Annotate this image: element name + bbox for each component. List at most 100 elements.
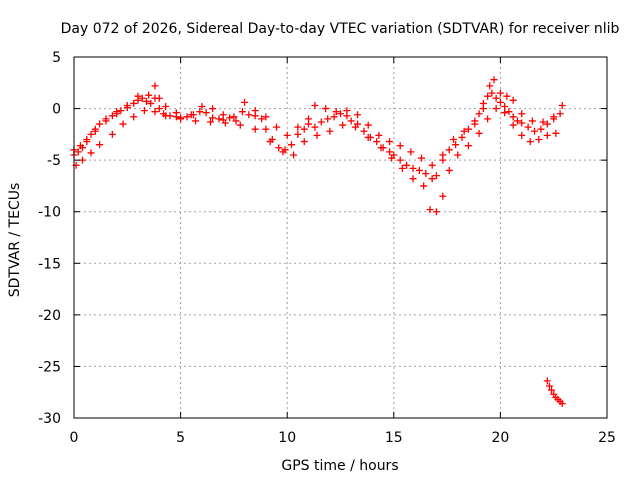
data-point (294, 130, 302, 138)
data-point (226, 114, 234, 122)
data-point (543, 131, 551, 139)
data-point (251, 125, 259, 133)
data-point (326, 127, 334, 135)
data-point (464, 125, 472, 133)
data-point (479, 105, 487, 113)
chart-title: Day 072 of 2026, Sidereal Day-to-day VTE… (61, 21, 620, 37)
data-point (113, 108, 121, 116)
data-point (492, 105, 500, 113)
data-point (287, 141, 295, 149)
data-point (209, 105, 217, 113)
data-point (415, 166, 423, 174)
data-point (162, 103, 170, 111)
data-point (490, 76, 498, 84)
data-point (337, 110, 344, 118)
data-point (360, 127, 368, 135)
data-point (206, 118, 214, 126)
data-point (74, 148, 82, 156)
data-point (351, 123, 359, 131)
data-point (526, 138, 534, 146)
data-point (155, 105, 163, 113)
data-point (130, 113, 138, 121)
data-point (452, 141, 460, 149)
data-point (245, 111, 253, 119)
data-point (123, 101, 131, 109)
x-tick-label: 10 (278, 430, 296, 446)
data-point (273, 123, 281, 131)
data-point (151, 82, 159, 90)
data-point (151, 108, 159, 116)
data-point (354, 111, 362, 119)
y-tick-label: -15 (38, 256, 61, 272)
data-point (162, 112, 170, 120)
data-point (177, 115, 185, 123)
data-point (418, 154, 426, 162)
data-point (475, 110, 483, 118)
data-point (396, 142, 404, 150)
data-point (364, 133, 372, 141)
data-point (475, 129, 483, 137)
data-point (509, 113, 517, 121)
data-point (531, 127, 539, 135)
data-point (317, 118, 325, 126)
data-point (311, 123, 319, 131)
data-points (70, 76, 566, 408)
data-point (187, 111, 195, 119)
data-point (558, 400, 566, 408)
data-point (543, 120, 551, 128)
data-point (545, 382, 553, 390)
data-point (221, 119, 229, 127)
data-point (142, 97, 150, 105)
y-tick-label: -10 (38, 205, 61, 221)
data-point (426, 206, 434, 214)
data-point (294, 123, 302, 131)
data-point (386, 138, 394, 146)
data-point (83, 136, 91, 144)
data-point (496, 98, 504, 106)
data-point (96, 141, 104, 149)
data-point (503, 92, 511, 100)
data-point (236, 121, 244, 129)
data-point (422, 170, 430, 178)
data-point (432, 208, 440, 216)
data-point (518, 119, 526, 127)
data-point (215, 115, 223, 123)
data-point (492, 94, 500, 102)
data-point (262, 125, 270, 133)
data-point (524, 123, 532, 131)
data-point (330, 113, 338, 121)
data-point (202, 109, 210, 117)
data-point (76, 142, 84, 150)
data-point (488, 89, 496, 97)
data-point (464, 142, 472, 150)
data-point (505, 108, 513, 116)
gridlines (74, 57, 607, 418)
data-point (311, 101, 319, 109)
data-point (147, 99, 155, 107)
data-point (102, 117, 110, 125)
data-point (552, 129, 560, 137)
data-point (484, 115, 492, 123)
data-point (460, 127, 468, 135)
data-point (140, 107, 148, 115)
data-point (343, 107, 351, 115)
data-point (275, 144, 283, 152)
data-point (262, 113, 270, 121)
data-point (91, 127, 99, 135)
data-point (375, 131, 383, 139)
data-point (87, 130, 95, 138)
data-point (183, 113, 191, 121)
data-point (373, 138, 381, 146)
data-point (550, 113, 558, 121)
data-point (403, 161, 411, 169)
x-axis-label: GPS time / hours (281, 458, 398, 474)
data-point (454, 151, 462, 159)
data-point (439, 151, 447, 159)
data-point (471, 117, 479, 125)
x-tick-label: 0 (70, 430, 79, 446)
data-point (428, 161, 436, 169)
data-point (501, 103, 509, 111)
data-point (509, 96, 517, 104)
data-point (407, 148, 415, 156)
data-point (172, 109, 180, 117)
